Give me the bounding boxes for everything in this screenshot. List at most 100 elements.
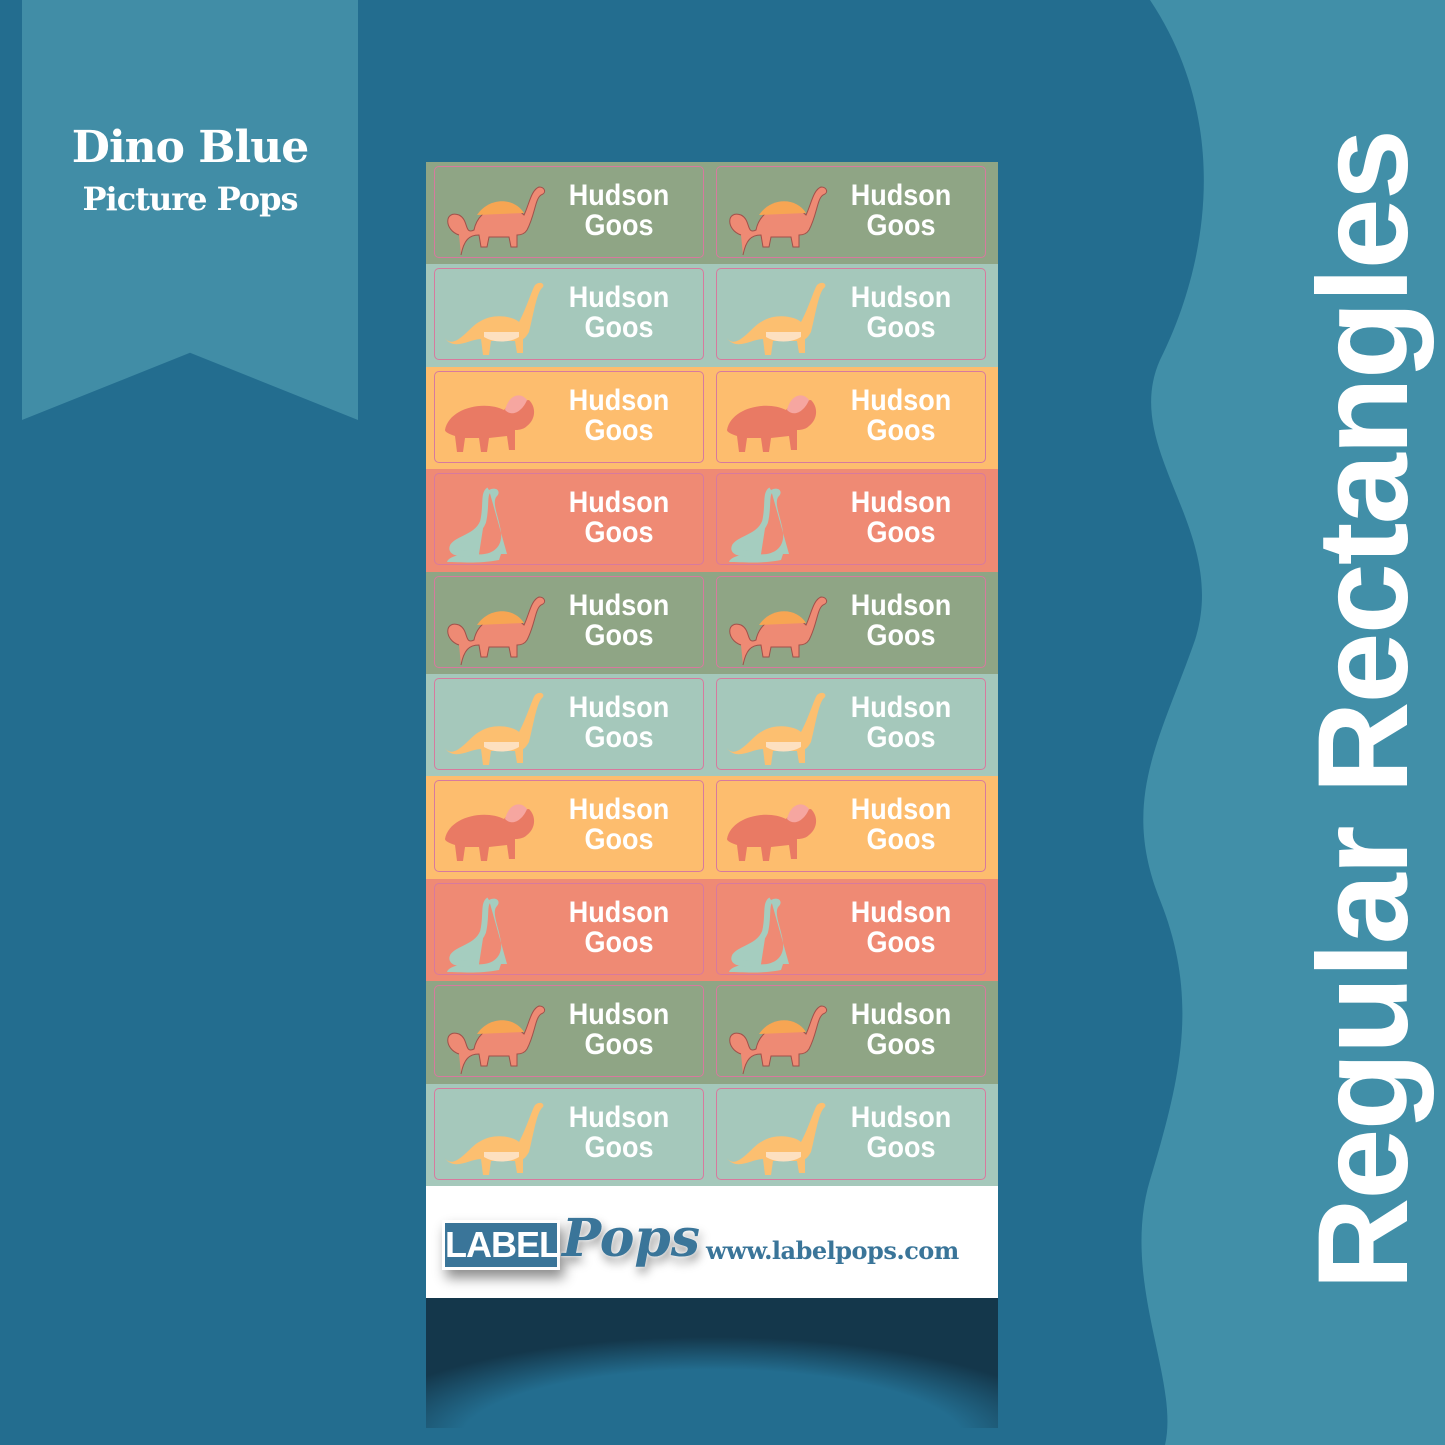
name-label[interactable]: Hudson Goos <box>434 166 704 258</box>
label-name: Hudson Goos <box>543 590 694 652</box>
name-label[interactable]: Hudson Goos <box>716 985 986 1078</box>
label-name: Hudson Goos <box>543 795 694 855</box>
name-label[interactable]: Hudson Goos <box>434 370 704 463</box>
labelpops-logo: LABEL <box>442 1220 561 1270</box>
triceratops-icon <box>727 804 817 862</box>
title-banner: Dino Blue Picture Pops <box>22 0 358 420</box>
name-label[interactable]: Hudson Goos <box>434 575 704 668</box>
label-last-name: Goos <box>866 209 936 242</box>
label-first-name: Hudson <box>850 793 952 827</box>
label-name: Hudson Goos <box>825 488 976 548</box>
label-name: Hudson Goos <box>825 181 976 241</box>
label-last-name: Goos <box>866 925 936 959</box>
name-label[interactable]: Hudson Goos <box>434 268 704 361</box>
name-label[interactable]: Hudson Goos <box>716 268 986 361</box>
label-last-name: Goos <box>584 516 654 550</box>
name-label[interactable]: Hudson Goos <box>716 882 986 975</box>
label-first-name: Hudson <box>568 691 670 724</box>
label-first-name: Hudson <box>568 998 670 1032</box>
label-name: Hudson Goos <box>543 1000 694 1060</box>
label-name: Hudson Goos <box>825 895 976 959</box>
brachiosaurus-icon <box>444 692 544 765</box>
label-first-name: Hudson <box>568 793 670 827</box>
name-label[interactable]: Hudson Goos <box>716 575 986 668</box>
label-last-name: Goos <box>584 413 654 447</box>
label-first-name: Hudson <box>850 281 952 315</box>
label-last-name: Goos <box>866 516 936 550</box>
label-row: Hudson Goos Hudson Goos <box>426 1083 998 1187</box>
label-first-name: Hudson <box>850 998 952 1032</box>
label-first-name: Hudson <box>850 179 952 212</box>
brachiosaurus-icon <box>726 283 826 356</box>
label-row: Hudson Goos Hudson Goos <box>426 366 998 470</box>
label-first-name: Hudson <box>850 691 952 724</box>
label-first-name: Hudson <box>850 1100 952 1134</box>
label-sheet: Hudson Goos Hudson Goos Hudson Goos Hudson G… <box>426 162 998 1298</box>
longneck-dino-icon <box>729 897 789 973</box>
name-label[interactable]: Hudson Goos <box>434 985 704 1078</box>
label-row: Hudson Goos Hudson Goos <box>426 981 998 1085</box>
label-name: Hudson Goos <box>543 385 694 447</box>
label-name: Hudson Goos <box>825 588 976 652</box>
stegosaurus-icon <box>447 186 546 256</box>
label-name: Hudson Goos <box>543 693 694 753</box>
label-first-name: Hudson <box>850 588 952 622</box>
label-first-name: Hudson <box>850 383 952 417</box>
label-last-name: Goos <box>866 311 936 345</box>
label-first-name: Hudson <box>568 1100 670 1134</box>
banner-subtitle: Picture Pops <box>82 180 298 218</box>
website-url[interactable]: www.labelpops.com <box>706 1236 959 1265</box>
label-last-name: Goos <box>866 618 936 652</box>
label-last-name: Goos <box>866 413 936 447</box>
longneck-dino-icon <box>729 487 789 563</box>
side-title: Regular Rectangles <box>1292 130 1435 1290</box>
sheet-footer: LABEL Pops www.labelpops.com <box>426 1186 998 1298</box>
name-label[interactable]: Hudson Goos <box>716 780 986 873</box>
name-label[interactable]: Hudson Goos <box>716 1087 986 1180</box>
stegosaurus-icon <box>729 596 828 665</box>
name-label[interactable]: Hudson Goos <box>434 1087 704 1180</box>
label-last-name: Goos <box>866 1130 936 1164</box>
label-name: Hudson Goos <box>825 283 976 343</box>
label-row: Hudson Goos Hudson Goos <box>426 878 998 982</box>
name-label[interactable]: Hudson Goos <box>716 473 986 566</box>
name-label[interactable]: Hudson Goos <box>716 678 986 770</box>
label-name: Hudson Goos <box>543 181 694 241</box>
label-row: Hudson Goos Hudson Goos <box>426 264 998 368</box>
label-row: Hudson Goos Hudson Goos <box>426 469 998 573</box>
label-name: Hudson Goos <box>543 1100 694 1163</box>
label-first-name: Hudson <box>568 281 670 315</box>
label-last-name: Goos <box>866 823 936 857</box>
brachiosaurus-icon <box>726 1102 826 1175</box>
label-first-name: Hudson <box>850 895 952 929</box>
name-label[interactable]: Hudson Goos <box>716 166 986 258</box>
name-label[interactable]: Hudson Goos <box>434 780 704 873</box>
label-first-name: Hudson <box>568 895 670 929</box>
sheet-shadow <box>426 1298 998 1428</box>
triceratops-icon <box>445 395 535 452</box>
brachiosaurus-icon <box>444 283 544 356</box>
label-first-name: Hudson <box>850 486 952 520</box>
name-label[interactable]: Hudson Goos <box>434 882 704 975</box>
label-name: Hudson Goos <box>825 1000 976 1060</box>
name-label[interactable]: Hudson Goos <box>716 370 986 463</box>
stegosaurus-icon <box>447 1005 546 1075</box>
label-last-name: Goos <box>584 311 654 345</box>
label-name: Hudson Goos <box>825 383 976 447</box>
label-first-name: Hudson <box>568 486 670 520</box>
banner-title: Dino Blue <box>71 122 309 173</box>
label-last-name: Goos <box>584 618 654 652</box>
name-label[interactable]: Hudson Goos <box>434 473 704 566</box>
label-last-name: Goos <box>584 209 654 242</box>
label-last-name: Goos <box>584 823 654 857</box>
label-last-name: Goos <box>866 1028 936 1062</box>
name-label[interactable]: Hudson Goos <box>434 678 704 770</box>
label-name: Hudson Goos <box>543 283 694 343</box>
label-row: Hudson Goos Hudson Goos <box>426 571 998 675</box>
label-first-name: Hudson <box>568 179 670 212</box>
label-last-name: Goos <box>866 721 936 754</box>
label-name: Hudson Goos <box>543 895 694 958</box>
label-row: Hudson Goos Hudson Goos <box>426 776 998 880</box>
longneck-dino-icon <box>447 487 507 563</box>
